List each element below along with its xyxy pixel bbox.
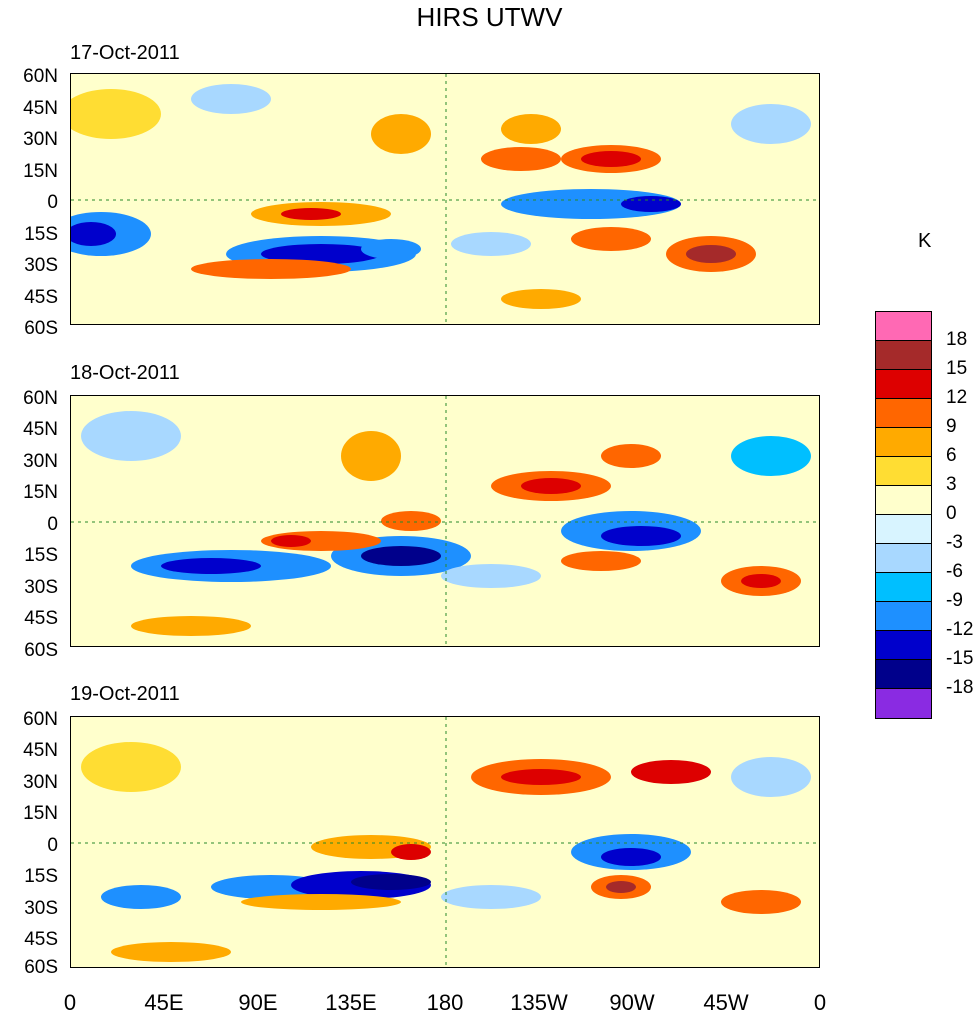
lat-label: 0 — [47, 192, 58, 213]
lon-label: 180 — [426, 990, 464, 1015]
lon-label: 0 — [813, 990, 827, 1015]
colorbar-swatch — [876, 631, 931, 660]
lat-label: 60N — [23, 66, 58, 87]
colorbar-tick-label: 6 — [946, 445, 957, 466]
lat-label: 30N — [23, 451, 58, 472]
colorbar-tick-label: 0 — [946, 503, 957, 524]
panel-1-map — [70, 73, 820, 325]
lat-label: 45N — [23, 419, 58, 440]
lat-label: 45N — [23, 740, 58, 761]
lat-label: 45S — [24, 608, 58, 629]
lon-label: 0 — [63, 990, 77, 1015]
lat-label: 45S — [24, 287, 58, 308]
colorbar-tick-label: 12 — [946, 387, 968, 408]
lat-label: 15N — [23, 803, 58, 824]
lat-label: 60N — [23, 388, 58, 409]
lat-label: 60N — [23, 709, 58, 730]
lat-label: 0 — [47, 514, 58, 535]
colorbar-tick-label: 9 — [946, 416, 957, 437]
lat-label: 0 — [47, 835, 58, 856]
lat-label: 15S — [24, 545, 58, 566]
lat-label: 45S — [24, 929, 58, 950]
panel-2-date: 18-Oct-2011 — [70, 362, 180, 384]
panel-2-map — [70, 395, 820, 647]
colorbar-swatch — [876, 486, 931, 515]
lat-label: 60S — [24, 640, 58, 661]
lat-label: 30N — [23, 772, 58, 793]
colorbar-swatch — [876, 602, 931, 631]
colorbar-tick-label: 3 — [946, 474, 957, 495]
colorbar-swatch — [876, 544, 931, 573]
colorbar-tick-label: -18 — [946, 677, 974, 698]
figure-title: HIRS UTWV — [416, 2, 563, 32]
lon-label: 90E — [238, 990, 278, 1015]
lat-label: 45N — [23, 98, 58, 119]
lat-label: 30S — [24, 255, 58, 276]
lat-label: 60S — [24, 318, 58, 339]
colorbar-swatch — [876, 515, 931, 544]
colorbar-tick-label: -6 — [946, 561, 963, 582]
lon-label: 90W — [609, 990, 655, 1015]
colorbar-tick-label: 18 — [946, 329, 968, 350]
colorbar-tick-label: -12 — [946, 619, 974, 640]
lat-label: 30S — [24, 577, 58, 598]
lon-label: 45W — [703, 990, 749, 1015]
lat-label: 15N — [23, 161, 58, 182]
colorbar-tick-label: -9 — [946, 590, 963, 611]
lon-label: 135W — [510, 990, 568, 1015]
lon-label: 45E — [144, 990, 184, 1015]
panel-1-date: 17-Oct-2011 — [70, 42, 180, 64]
lat-label: 30S — [24, 898, 58, 919]
colorbar-swatch — [876, 689, 931, 718]
colorbar-tick-label: -3 — [946, 532, 963, 553]
panel-3-date: 19-Oct-2011 — [70, 683, 180, 705]
panel-2-anomaly-field — [71, 396, 819, 646]
panel-1-anomaly-field — [71, 74, 819, 324]
colorbar-swatch — [876, 370, 931, 399]
lon-label: 135E — [325, 990, 377, 1015]
colorbar-unit: K — [918, 230, 932, 252]
colorbar-tick-label: -15 — [946, 648, 974, 669]
colorbar — [875, 311, 932, 719]
panel-3-map — [70, 716, 820, 968]
colorbar-swatch — [876, 660, 931, 689]
lat-label: 15S — [24, 224, 58, 245]
colorbar-tick-label: 15 — [946, 358, 968, 379]
colorbar-swatch — [876, 341, 931, 370]
colorbar-swatch — [876, 428, 931, 457]
lat-label: 15N — [23, 482, 58, 503]
panel-3-anomaly-field — [71, 717, 819, 967]
lat-label: 30N — [23, 129, 58, 150]
colorbar-swatch — [876, 573, 931, 602]
lat-label: 60S — [24, 957, 58, 978]
colorbar-swatch — [876, 457, 931, 486]
colorbar-swatch — [876, 312, 931, 341]
colorbar-swatch — [876, 399, 931, 428]
lat-label: 15S — [24, 866, 58, 887]
